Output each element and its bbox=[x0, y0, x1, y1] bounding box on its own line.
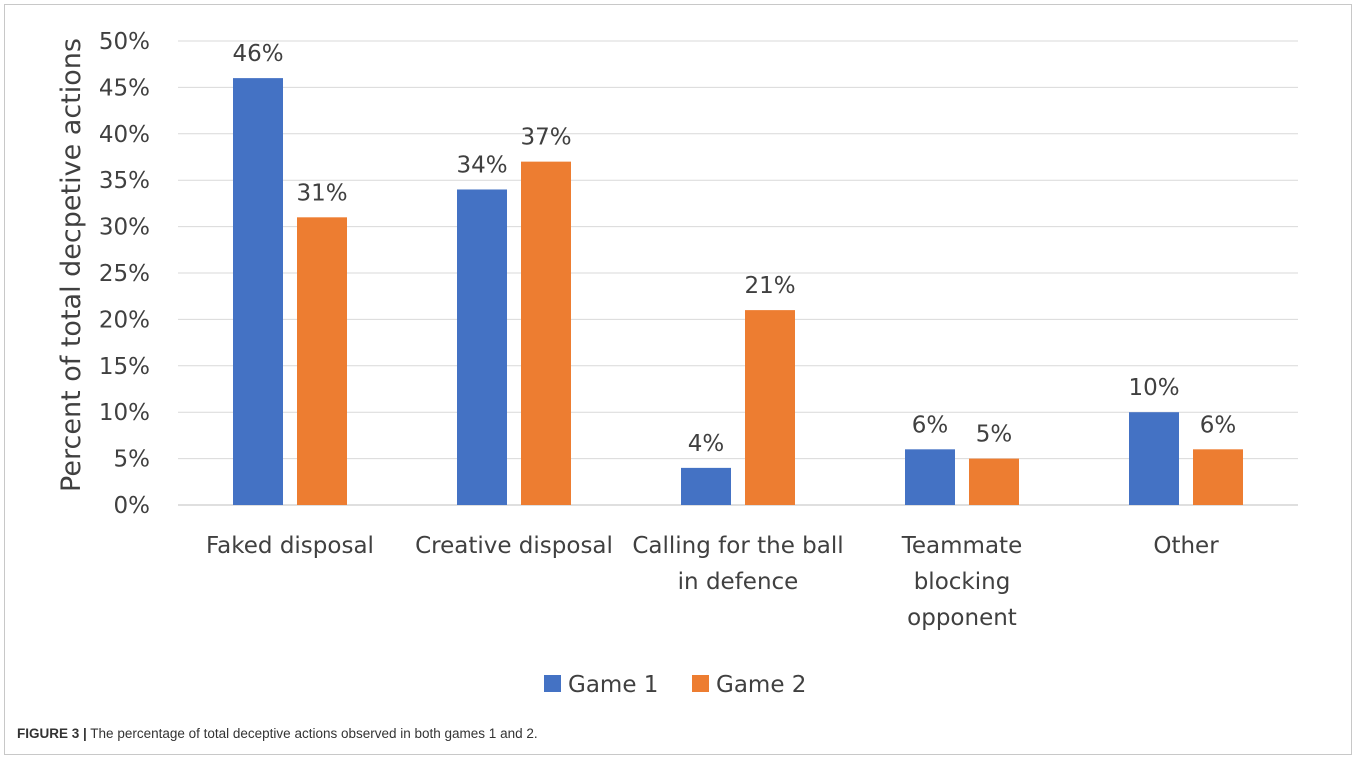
bar-game-1 bbox=[1129, 412, 1179, 505]
bar-game-2 bbox=[745, 310, 795, 505]
x-axis-categories: Faked disposal Creative disposal Calling f… bbox=[206, 533, 1219, 631]
bar-game-2 bbox=[969, 458, 1019, 505]
bar-game-2 bbox=[297, 217, 347, 505]
data-label: 6% bbox=[912, 412, 949, 438]
x-tick-label: Calling for the ball bbox=[632, 533, 843, 559]
y-tick-label: 5% bbox=[114, 447, 151, 473]
x-tick-label: opponent bbox=[907, 605, 1017, 631]
gridlines bbox=[178, 40, 1298, 506]
legend-swatch bbox=[544, 675, 561, 692]
data-label: 5% bbox=[976, 422, 1013, 448]
bar-game-1 bbox=[681, 467, 731, 505]
figure-frame bbox=[4, 4, 1352, 755]
legend-swatch bbox=[692, 675, 709, 692]
y-axis-title: Percent of total decpetive actions bbox=[56, 38, 87, 492]
y-tick-label: 50% bbox=[99, 29, 150, 55]
x-tick-label: blocking bbox=[914, 569, 1011, 595]
bar-chart: 46% 31% 34% 37% 4% 21% 6% 5% 10% 6% 0% 5% 10% 15% 20%… bbox=[56, 29, 1298, 698]
y-tick-label: 10% bbox=[99, 400, 150, 426]
bar-game-2 bbox=[1193, 449, 1243, 505]
y-tick-label: 20% bbox=[99, 307, 150, 333]
caption-text: The percentage of total deceptive action… bbox=[86, 726, 538, 741]
y-tick-label: 25% bbox=[99, 261, 150, 287]
figure-label: FIGURE 3 | bbox=[17, 726, 87, 741]
data-labels: 46% 31% 34% 37% 4% 21% 6% 5% 10% 6% bbox=[232, 41, 1236, 457]
bar-game-2 bbox=[521, 161, 571, 505]
data-label: 34% bbox=[456, 152, 507, 178]
figure-caption: FIGURE 3 | The percentage of total decep… bbox=[17, 726, 538, 741]
y-tick-label: 45% bbox=[99, 75, 150, 101]
y-tick-label: 30% bbox=[99, 215, 150, 241]
legend-item: Game 2 bbox=[692, 672, 806, 698]
y-axis-ticks: 0% 5% 10% 15% 20% 25% 30% 35% 40% 45% 50% bbox=[99, 29, 150, 519]
x-tick-label: Teammate bbox=[901, 533, 1022, 559]
y-tick-label: 15% bbox=[99, 354, 150, 380]
data-label: 37% bbox=[520, 125, 571, 151]
data-label: 6% bbox=[1200, 412, 1237, 438]
x-tick-label: Faked disposal bbox=[206, 533, 374, 559]
bars bbox=[233, 78, 1243, 506]
legend-label: Game 2 bbox=[716, 672, 806, 698]
y-tick-label: 35% bbox=[99, 168, 150, 194]
data-label: 10% bbox=[1128, 375, 1179, 401]
legend: Game 1 Game 2 bbox=[544, 672, 806, 698]
data-label: 21% bbox=[744, 273, 795, 299]
bar-game-1 bbox=[233, 78, 283, 506]
x-tick-label: Other bbox=[1153, 533, 1219, 559]
bar-game-1 bbox=[457, 189, 507, 506]
bar-game-1 bbox=[905, 449, 955, 505]
x-tick-label: in defence bbox=[678, 569, 799, 595]
y-tick-label: 0% bbox=[114, 493, 151, 519]
data-label: 4% bbox=[688, 431, 725, 457]
data-label: 31% bbox=[296, 180, 347, 206]
x-tick-label: Creative disposal bbox=[415, 533, 613, 559]
legend-label: Game 1 bbox=[568, 672, 658, 698]
data-label: 46% bbox=[232, 41, 283, 67]
y-tick-label: 40% bbox=[99, 122, 150, 148]
legend-item: Game 1 bbox=[544, 672, 658, 698]
